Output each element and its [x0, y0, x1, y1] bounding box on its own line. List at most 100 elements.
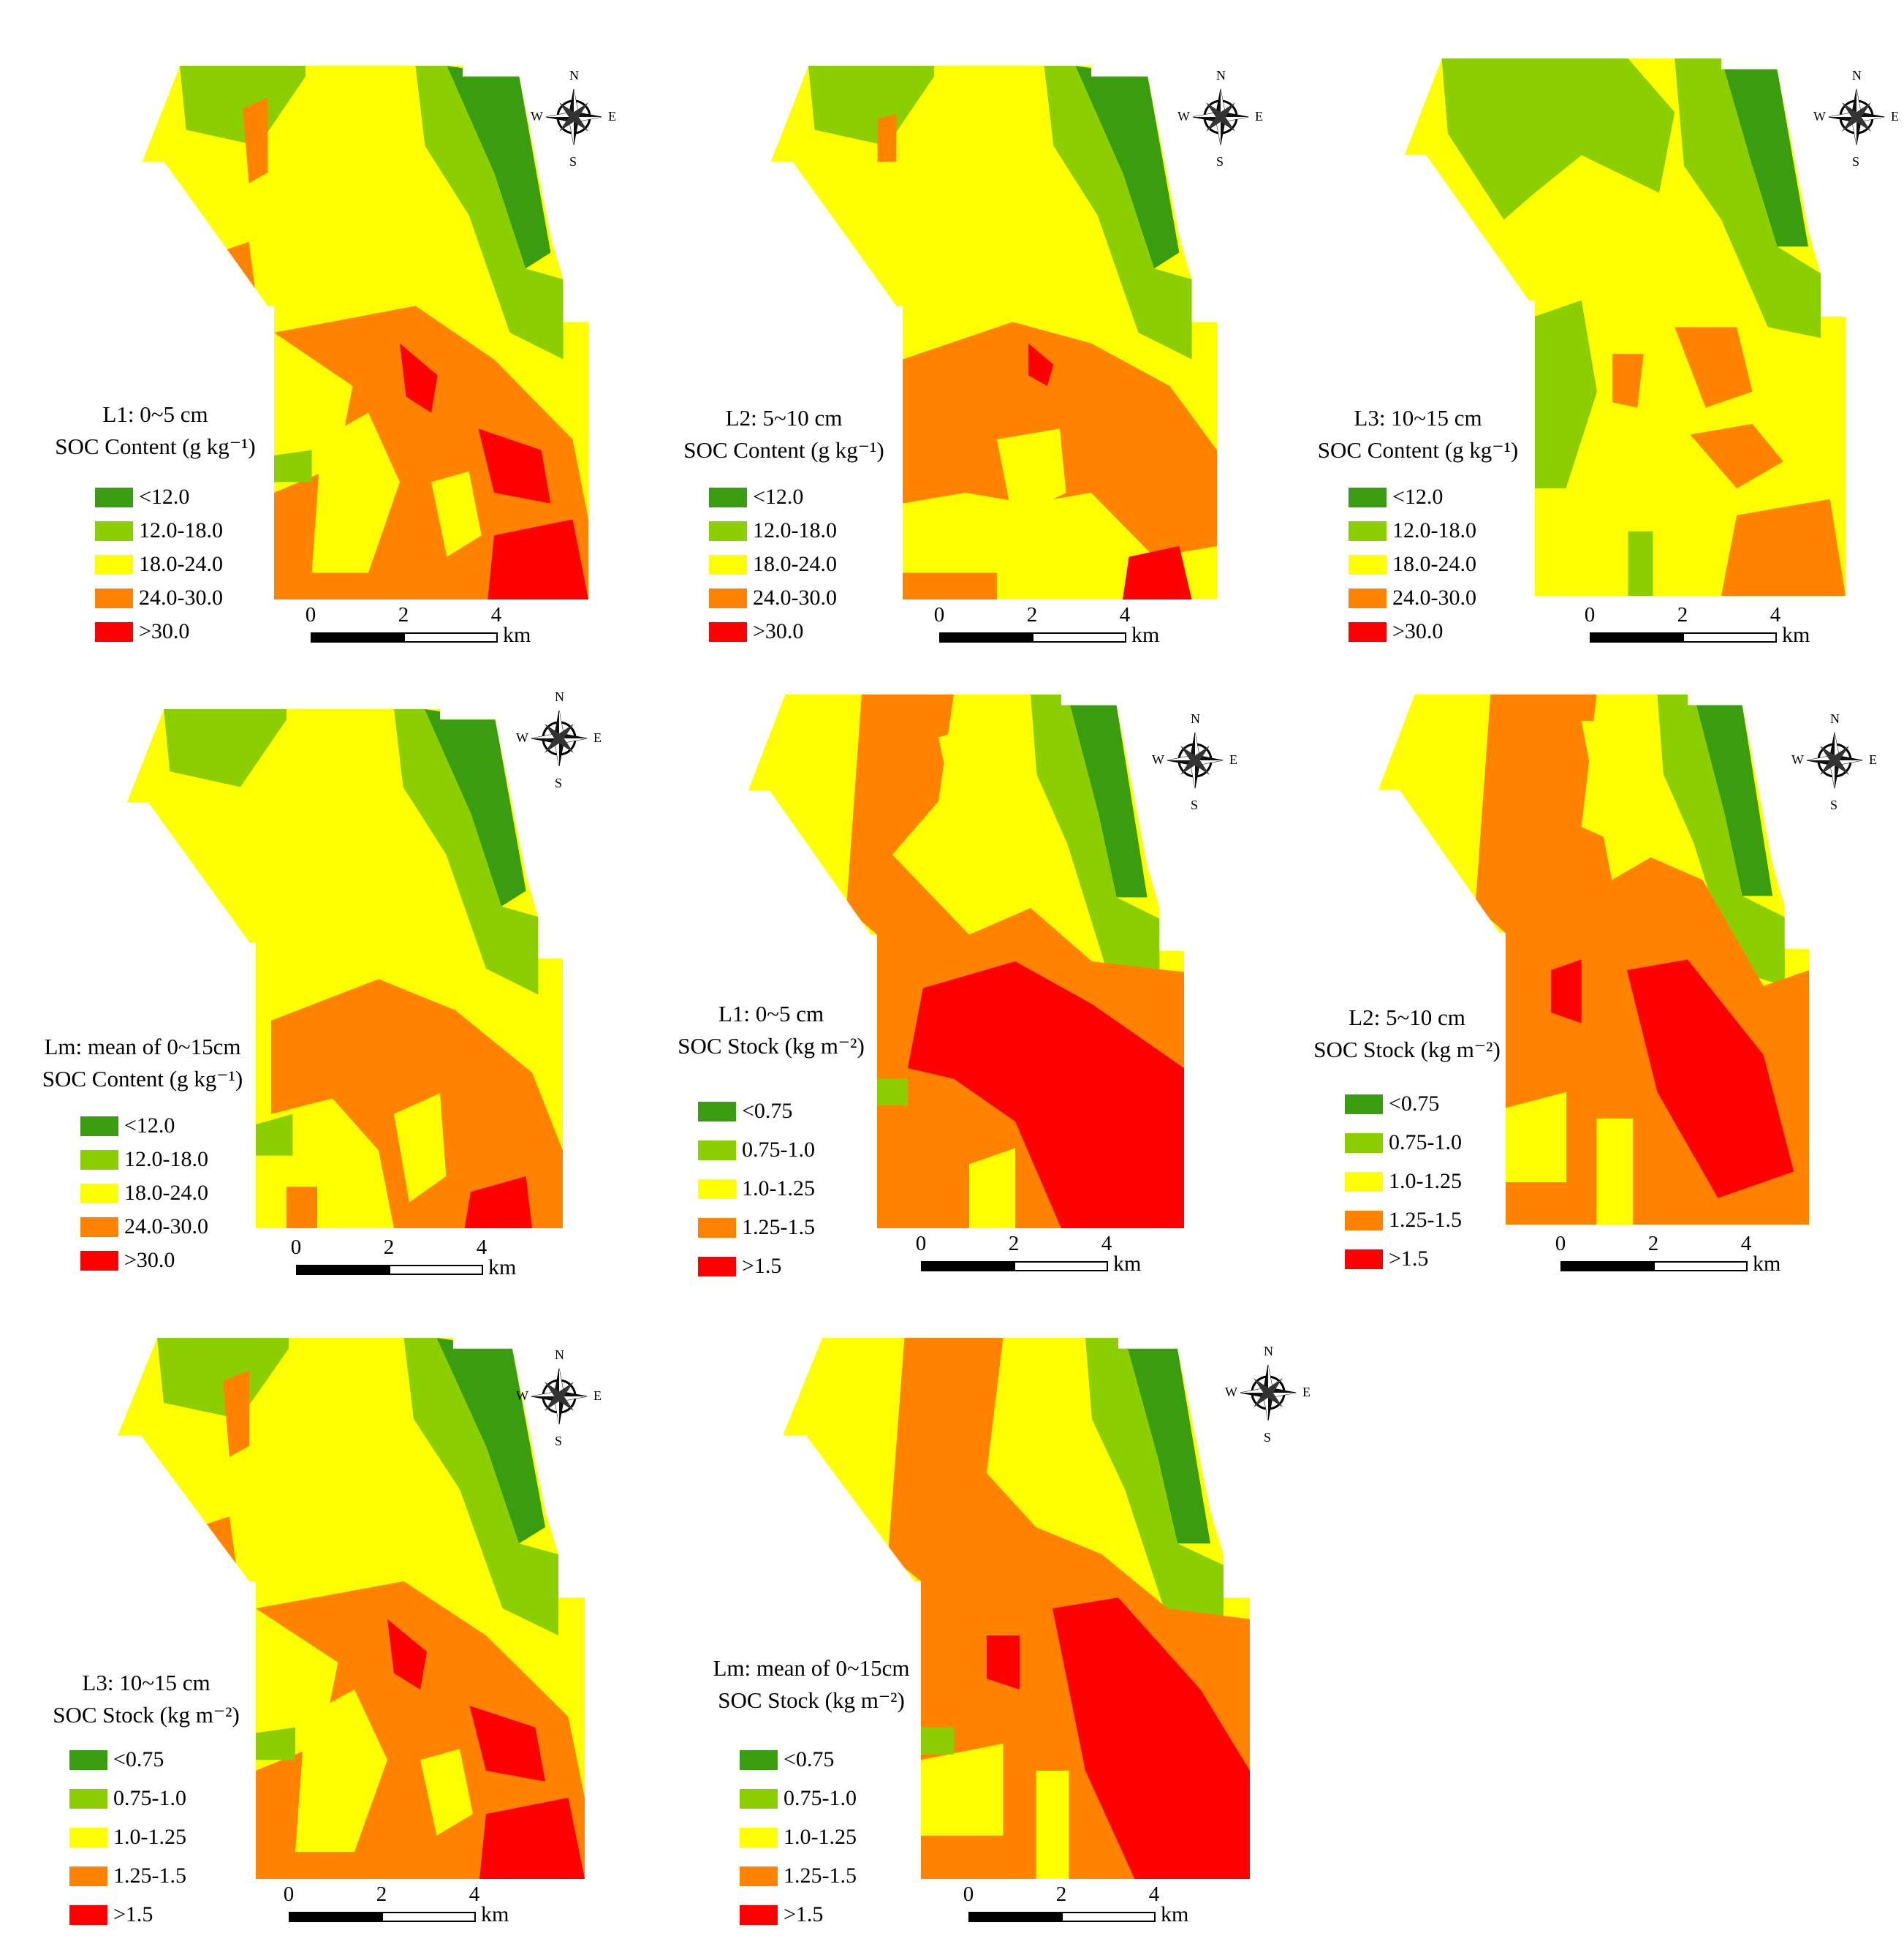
map-panel-c-lm: Lm: mean of 0~15cm SOC Content (g kg⁻¹) <1… — [15, 687, 643, 1316]
map-region-dark-green — [1067, 695, 1148, 898]
legend-label: <12.0 — [753, 485, 804, 509]
legend-swatch — [698, 1179, 736, 1199]
scale-bar-white — [1653, 1261, 1748, 1271]
map-region-dark-green — [425, 709, 526, 907]
scale-unit: km — [1753, 1252, 1781, 1276]
map-region-yellow — [938, 721, 1015, 882]
map-region-red — [387, 1619, 427, 1690]
panel-title: Lm: mean of 0~15cm SOC Content (g kg⁻¹) — [22, 1031, 263, 1095]
legend-label: 18.0-24.0 — [139, 552, 223, 576]
map-region-light-green — [1628, 531, 1653, 596]
legend-label: <0.75 — [1389, 1092, 1440, 1116]
scale-bar-black — [289, 1912, 384, 1922]
compass-label-n: N — [1191, 711, 1200, 726]
legend-label: >30.0 — [753, 619, 804, 643]
compass-star-icon — [545, 88, 602, 145]
compass-label-w: W — [1152, 752, 1164, 767]
compass-rose-icon: N S W E — [1177, 69, 1263, 168]
scale-tick: 2 — [383, 1236, 395, 1259]
scale-tick: 2 — [376, 1883, 387, 1906]
title-depth: L3: 10~15 cm — [1354, 405, 1482, 431]
map-region-yellow — [1003, 1365, 1085, 1511]
compass-label-w: W — [516, 730, 528, 745]
legend-swatch — [740, 1905, 778, 1925]
legend-swatch — [69, 1905, 107, 1925]
legend-swatch — [1349, 488, 1387, 507]
compass-label-n: N — [555, 1347, 564, 1362]
map-region-yellow — [431, 471, 482, 557]
map-panel-c-l3: L3: 10~15 cm SOC Content (g kg⁻¹) <12.0 12.… — [1294, 29, 1904, 658]
map-region-yellow — [969, 1148, 1015, 1228]
title-variable: SOC Content (g kg⁻¹) — [42, 1066, 243, 1092]
scale-unit: km — [1782, 623, 1810, 647]
compass-label-s: S — [569, 154, 577, 169]
legend-swatch — [1349, 622, 1387, 642]
map-panel-c-l2: L2: 5~10 cm SOC Content (g kg⁻¹) <12.0 12.0… — [658, 29, 1286, 658]
legend-swatch — [1345, 1094, 1383, 1114]
soc-map-c-l3 — [1404, 58, 1846, 596]
legend-swatch — [95, 521, 133, 541]
compass-star-icon — [1240, 1364, 1297, 1421]
legend-label: 12.0-18.0 — [124, 1147, 208, 1171]
compass-star-icon — [1192, 88, 1249, 145]
legend-label: >1.5 — [113, 1902, 153, 1926]
legend-swatch — [740, 1866, 778, 1886]
map-panel-c-l1: L1: 0~5 cm SOC Content (g kg⁻¹) <12.0 12.0-… — [15, 29, 643, 658]
legend-swatch — [1345, 1172, 1383, 1192]
soc-map-s-l3 — [118, 1338, 585, 1879]
compass-label-s: S — [555, 1434, 563, 1448]
scale-bar-white — [1061, 1912, 1156, 1922]
scale-tick: 4 — [476, 1236, 488, 1259]
scale-tick: 0 — [1555, 1232, 1566, 1255]
legend-swatch — [69, 1789, 107, 1809]
title-variable: SOC Stock (kg m⁻²) — [1313, 1037, 1501, 1062]
map-region-red — [479, 1798, 585, 1879]
title-variable: SOC Stock (kg m⁻²) — [53, 1702, 240, 1728]
title-variable: SOC Content (g kg⁻¹) — [683, 437, 884, 463]
title-depth: Lm: mean of 0~15cm — [44, 1034, 241, 1059]
legend-label: 12.0-18.0 — [753, 518, 837, 542]
compass-label-s: S — [1191, 798, 1199, 812]
map-region-light-green — [403, 1338, 558, 1635]
map-region-light-green — [1441, 58, 1675, 220]
scale-bar-white — [389, 1265, 483, 1275]
map-region-light-green — [157, 1338, 289, 1419]
map-region-light-green — [1535, 300, 1597, 488]
soc-map-s-lm — [783, 1338, 1250, 1879]
map-panel-s-lm: Lm: mean of 0~15cm SOC Stock (kg m⁻²) <0.7… — [702, 1323, 1330, 1952]
legend-label: 1.0-1.25 — [1389, 1169, 1462, 1193]
soc-map-c-lm — [126, 709, 563, 1228]
legend-swatch — [698, 1140, 736, 1160]
scale-tick: 4 — [1148, 1883, 1160, 1906]
legend-swatch — [95, 488, 133, 507]
map-region-orange — [197, 1516, 236, 1565]
map-region-yellow — [295, 1690, 387, 1852]
scale-tick: 0 — [305, 603, 316, 627]
panel-title: L3: 10~15 cm SOC Content (g kg⁻¹) — [1294, 402, 1542, 466]
legend-swatch — [1349, 521, 1387, 541]
compass-rose-icon: N S W E — [1225, 1344, 1311, 1444]
scale-tick: 0 — [933, 603, 945, 627]
legend-swatch — [740, 1828, 778, 1847]
legend-label: 18.0-24.0 — [124, 1181, 208, 1205]
map-region-red — [907, 961, 1184, 1229]
compass-label-w: W — [1813, 109, 1826, 124]
compass-label-e: E — [1255, 109, 1263, 124]
legend-label: <12.0 — [124, 1113, 175, 1138]
scale-tick: 4 — [1740, 1232, 1752, 1255]
title-depth: L3: 10~15 cm — [82, 1670, 210, 1695]
title-variable: SOC Stock (kg m⁻²) — [678, 1033, 865, 1059]
map-region-yellow — [1036, 1771, 1069, 1879]
map-panel-s-l2: L2: 5~10 cm SOC Stock (kg m⁻²) <0.75 0.75-1… — [1294, 687, 1904, 1316]
map-region-orange — [286, 1187, 317, 1228]
legend-swatch — [709, 622, 747, 642]
map-region-light-green — [180, 66, 306, 146]
panel-title: L1: 0~5 cm SOC Content (g kg⁻¹) — [29, 398, 281, 463]
legend-label: >30.0 — [124, 1248, 175, 1272]
legend-label: 1.0-1.25 — [742, 1176, 815, 1200]
compass-label-w: W — [1177, 109, 1190, 124]
soc-map-s-l2 — [1378, 695, 1810, 1225]
map-region-dark-green — [1125, 1338, 1210, 1544]
map-region-red — [1052, 1597, 1250, 1879]
legend-label: <0.75 — [742, 1099, 793, 1123]
